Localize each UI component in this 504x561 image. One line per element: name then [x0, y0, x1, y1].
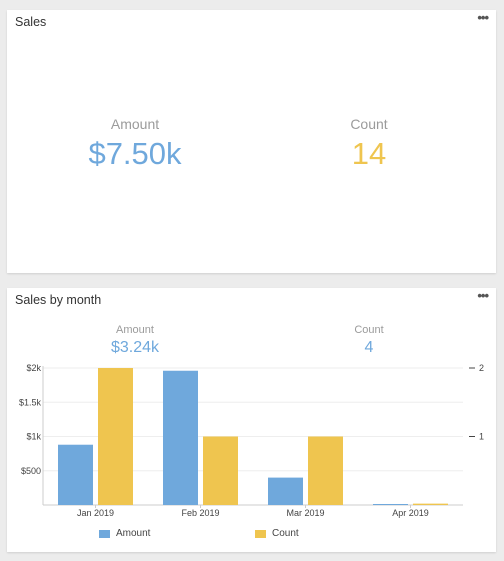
sales-amount-value: $7.50k — [88, 136, 182, 171]
y-right-tick-label: 2 — [479, 363, 484, 373]
y-left-tick-label: $1.5k — [19, 397, 42, 407]
sales-by-month-title: Sales by month — [15, 293, 102, 307]
bar-amount — [373, 504, 408, 505]
bar-count — [98, 368, 133, 505]
legend-count-label: Count — [272, 528, 299, 539]
bar-amount — [163, 370, 198, 505]
sales-by-month-chart: $500 $1k $1.5k $2k 1 2 Jan 2019 Feb 2019 Mar 201… — [19, 363, 484, 518]
sales-card-title: Sales — [15, 15, 47, 29]
bar-count — [308, 436, 343, 505]
x-tick-label: Feb 2019 — [181, 508, 219, 518]
legend-amount-swatch — [99, 529, 110, 538]
legend-count-swatch — [255, 529, 266, 538]
sales-card: Sales ••• Amount $7.50k Count 14 — [7, 10, 496, 273]
monthly-amount-label: Amount — [116, 324, 154, 336]
more-horizontal-icon[interactable]: ••• — [477, 288, 489, 303]
x-tick-label: Mar 2019 — [286, 508, 324, 518]
monthly-count-label: Count — [354, 324, 384, 336]
bar-amount — [58, 444, 93, 505]
monthly-amount-value: $3.24k — [110, 339, 160, 356]
sales-count-value: 14 — [351, 136, 387, 171]
bar-count — [203, 436, 238, 505]
sales-count-label: Count — [350, 116, 388, 132]
more-horizontal-icon[interactable]: ••• — [477, 10, 489, 25]
legend-count[interactable]: Count — [255, 528, 299, 539]
y-left-tick-label: $2k — [26, 363, 41, 373]
y-left-tick-label: $1k — [26, 432, 41, 442]
monthly-count-value: 4 — [364, 339, 374, 356]
bar-amount — [268, 477, 303, 505]
x-tick-label: Apr 2019 — [392, 508, 429, 518]
bar-count — [413, 503, 448, 505]
legend-amount-label: Amount — [116, 528, 151, 539]
sales-by-month-card: Sales by month ••• Amount $3.24k Count 4… — [7, 288, 496, 552]
legend-amount[interactable]: Amount — [99, 528, 150, 539]
y-left-tick-label: $500 — [21, 466, 41, 476]
x-tick-label: Jan 2019 — [77, 508, 114, 518]
y-right-tick-label: 1 — [479, 432, 484, 442]
sales-amount-label: Amount — [110, 116, 160, 132]
